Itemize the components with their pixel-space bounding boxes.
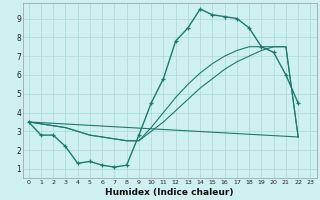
- X-axis label: Humidex (Indice chaleur): Humidex (Indice chaleur): [105, 188, 234, 197]
